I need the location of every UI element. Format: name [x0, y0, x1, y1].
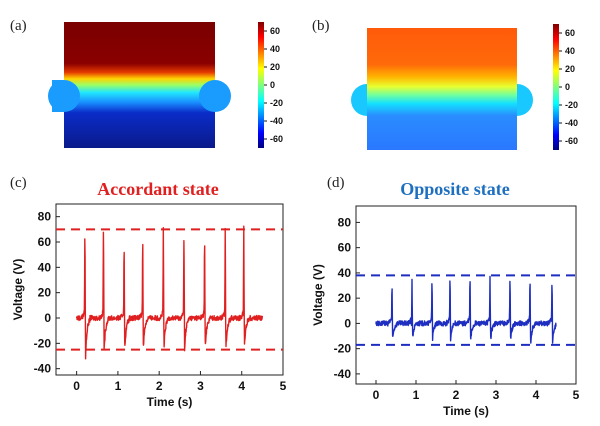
panel-c-title: Accordant state: [97, 179, 218, 199]
chart-d-ytick-label: 60: [338, 241, 352, 255]
chart-d-ytick-label: -40: [334, 367, 352, 381]
colorbar-b-tick-label: 40: [565, 46, 575, 56]
chart-c-ytick-label: -20: [34, 336, 52, 350]
chart-c-voltage-series: [75, 225, 264, 360]
chart-c-ytick-label: 60: [38, 235, 52, 249]
heatmap-a-left-lobe: [48, 80, 80, 112]
panel-b-label: (b): [312, 18, 330, 34]
colorbar-a-tick-label: -20: [270, 98, 283, 108]
colorbar-a-tick-label: -60: [270, 134, 283, 144]
chart-d-xtick-label: 0: [373, 388, 380, 402]
chart-c-ytick-label: 40: [38, 260, 52, 274]
chart-c-xtick-label: 3: [197, 379, 204, 393]
colorbar-b-tick-label: -20: [565, 100, 578, 110]
heatmap-b-body: [367, 28, 517, 150]
colorbar-b-tick-label: -40: [565, 118, 578, 128]
chart-d: 80 60 40 20 0 -20 -40 0 1 2 3 4 5 Time (s) Voltage (V): [311, 205, 580, 418]
heatmap-a-right-lobe: [199, 80, 231, 112]
colorbar-a: 60 40 20 0 -20 -40 -60: [258, 22, 283, 148]
colorbar-a-tick-label: -40: [270, 116, 283, 126]
colorbar-b: 60 40 20 0 -20 -40 -60: [553, 24, 578, 150]
chart-c: 80 60 40 20 0 -20 -40 0 1 2 3 4 5 Time (s) Voltage (V): [11, 203, 287, 409]
heatmap-a: [48, 22, 231, 148]
chart-c-ytick-label: 20: [38, 286, 52, 300]
chart-c-xtick-label: 2: [156, 379, 163, 393]
chart-d-xtick-label: 5: [573, 388, 580, 402]
colorbar-a-bar: [258, 22, 264, 148]
chart-d-xlabel: Time (s): [443, 404, 489, 418]
chart-d-ytick-label: 20: [338, 291, 352, 305]
chart-d-ytick-label: 40: [338, 266, 352, 280]
heatmap-a-body: [64, 22, 215, 148]
chart-d-xtick-label: 1: [413, 388, 420, 402]
colorbar-a-tick-label: 20: [270, 62, 280, 72]
chart-d-voltage-series: [375, 275, 557, 344]
chart-c-xlabel: Time (s): [147, 395, 193, 409]
panel-d-label: (d): [327, 175, 345, 191]
colorbar-a-tick-label: 0: [270, 80, 275, 90]
panel-d-title: Opposite state: [400, 179, 510, 199]
chart-d-ytick-label: 0: [344, 316, 351, 330]
colorbar-b-tick-label: 20: [565, 64, 575, 74]
chart-d-ytick-label: 80: [338, 215, 352, 229]
chart-d-ylabel: Voltage (V): [311, 264, 325, 326]
chart-c-xtick-label: 4: [238, 379, 245, 393]
chart-d-ytick-label: -20: [334, 342, 352, 356]
heatmap-b: [351, 28, 533, 150]
chart-c-ylabel: Voltage (V): [11, 259, 25, 321]
chart-d-xtick-label: 2: [453, 388, 460, 402]
colorbar-b-tick-label: 0: [565, 82, 570, 92]
chart-c-ytick-label: -40: [34, 362, 52, 376]
chart-c-ytick-label: 0: [44, 311, 51, 325]
colorbar-b-tick-label: 60: [565, 28, 575, 38]
chart-c-ytick-label: 80: [38, 210, 52, 224]
chart-c-xtick-label: 1: [115, 379, 122, 393]
chart-c-xtick-label: 5: [280, 379, 287, 393]
colorbar-a-tick-label: 60: [270, 26, 280, 36]
chart-d-xtick-label: 4: [533, 388, 540, 402]
colorbar-b-bar: [553, 24, 559, 150]
chart-d-plot-frame: [355, 205, 577, 385]
colorbar-a-tick-label: 40: [270, 44, 280, 54]
chart-c-plot-frame: [55, 203, 284, 376]
panel-c-label: (c): [10, 175, 27, 191]
colorbar-b-tick-label: -60: [565, 136, 578, 146]
panel-a-label: (a): [10, 18, 27, 34]
chart-c-xtick-label: 0: [73, 379, 80, 393]
chart-d-xtick-label: 3: [493, 388, 500, 402]
